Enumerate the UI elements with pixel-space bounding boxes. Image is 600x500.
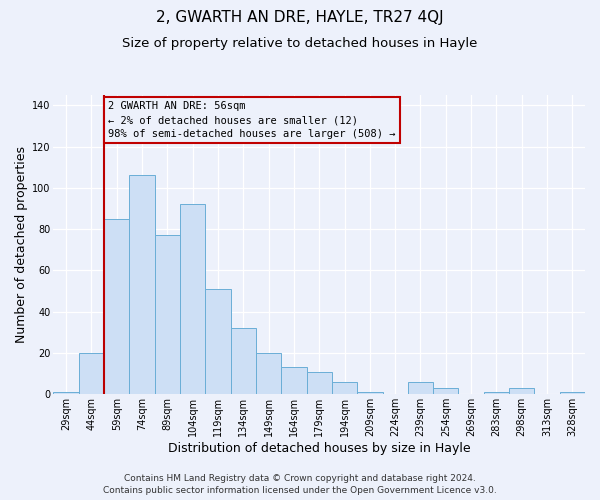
Bar	[155, 236, 180, 394]
Bar	[484, 392, 509, 394]
Bar	[332, 382, 357, 394]
Bar	[130, 176, 155, 394]
Bar	[357, 392, 383, 394]
Text: Contains HM Land Registry data © Crown copyright and database right 2024.
Contai: Contains HM Land Registry data © Crown c…	[103, 474, 497, 495]
Bar	[256, 353, 281, 395]
Bar	[307, 372, 332, 394]
Y-axis label: Number of detached properties: Number of detached properties	[15, 146, 28, 343]
Bar	[560, 392, 585, 394]
Bar	[79, 353, 104, 395]
Bar	[281, 368, 307, 394]
Bar	[205, 289, 230, 395]
X-axis label: Distribution of detached houses by size in Hayle: Distribution of detached houses by size …	[168, 442, 470, 455]
Bar	[230, 328, 256, 394]
Bar	[408, 382, 433, 394]
Bar	[104, 219, 130, 394]
Bar	[509, 388, 535, 394]
Text: 2, GWARTH AN DRE, HAYLE, TR27 4QJ: 2, GWARTH AN DRE, HAYLE, TR27 4QJ	[156, 10, 444, 25]
Bar	[53, 392, 79, 394]
Text: 2 GWARTH AN DRE: 56sqm
← 2% of detached houses are smaller (12)
98% of semi-deta: 2 GWARTH AN DRE: 56sqm ← 2% of detached …	[108, 101, 395, 139]
Bar	[433, 388, 458, 394]
Bar	[180, 204, 205, 394]
Text: Size of property relative to detached houses in Hayle: Size of property relative to detached ho…	[122, 38, 478, 51]
